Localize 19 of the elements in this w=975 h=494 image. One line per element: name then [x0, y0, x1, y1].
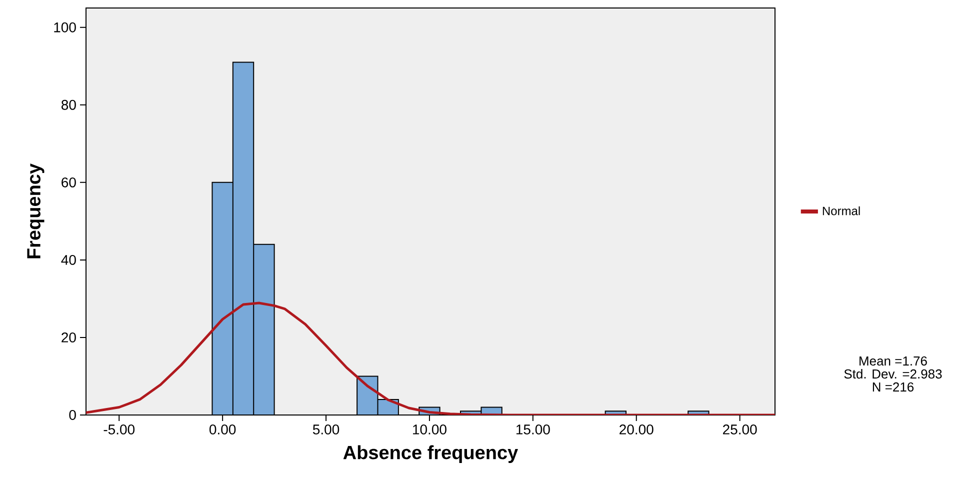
x-tick-label: 5.00	[312, 424, 340, 434]
text: N =216	[872, 382, 914, 392]
x-tick-label: 20.00	[620, 424, 654, 434]
y-tick-label: 20	[62, 332, 76, 342]
x-tick-label: 25.00	[723, 424, 757, 434]
x-tick-label: 15.00	[516, 424, 550, 434]
y-tick-label: 40	[61, 254, 76, 265]
legend-label: Normal	[822, 206, 860, 216]
x-tick-label: 0.00	[209, 424, 236, 434]
x-tick-label: 10.00	[413, 424, 446, 434]
x-tick-label: -5.00	[104, 424, 135, 434]
y-tick-label: 60	[62, 177, 76, 188]
text: Std. Dev. =2.983	[844, 369, 942, 379]
text: Mean =1.76	[860, 356, 927, 366]
y-tick-label: 80	[62, 100, 76, 110]
y-axis-title: Frequency	[27, 164, 44, 258]
y-tick-label: 100	[54, 22, 76, 32]
y-tick-label: 0	[69, 410, 76, 420]
x-axis-title: Absence frequency	[343, 445, 518, 463]
